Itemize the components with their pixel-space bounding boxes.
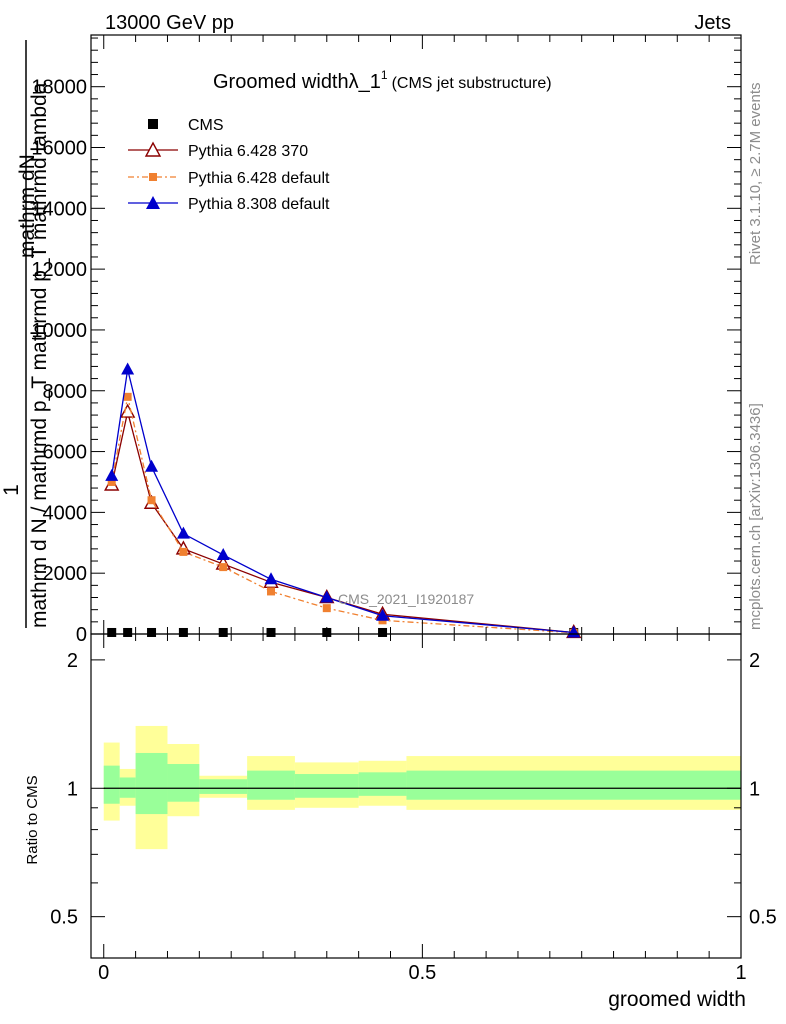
data-point-pythia-8-308-default <box>216 547 230 560</box>
main-y-tick-label: 4000 <box>43 502 88 524</box>
data-point-pythia-8-308-default <box>176 526 190 539</box>
ratio-y-tick-label-right: 2 <box>749 650 760 672</box>
data-point-cms <box>147 627 157 637</box>
data-point-pythia-6-428-default <box>267 587 276 596</box>
main-y-tick-label: 18000 <box>31 77 87 99</box>
mcplots-reference-text: mcplots.cern.ch [arXiv:1306.3436] <box>747 403 764 630</box>
ratio-band-green-bin <box>294 774 359 798</box>
data-point-pythia-6-428-default <box>179 547 188 556</box>
main-y-tick-label: 10000 <box>31 320 87 342</box>
ylabel-denominator: mathrm d N / mathrmd p_T mathrmd p_T mat… <box>28 82 51 628</box>
legend-marker-pythia8-default <box>146 196 160 209</box>
data-point-cms <box>123 627 133 637</box>
data-point-pythia-8-308-default <box>145 459 159 472</box>
ylabel-fraction-one: 1 <box>0 484 23 496</box>
main-y-tick-label: 0 <box>76 624 87 646</box>
main-y-ticks: 0 2000 4000 6000 8000 10000 12000 14000 16000 180… <box>31 37 741 646</box>
title-note: (CMS jet substructure) <box>392 75 552 92</box>
title-symbol: λ_1 <box>349 71 381 93</box>
main-y-tick-label: 14000 <box>31 198 87 220</box>
main-y-tick-label: 2000 <box>43 563 88 585</box>
ratio-y-tick-label-right: 0.5 <box>749 907 777 929</box>
ratio-y-tick-label-left: 2 <box>67 650 78 672</box>
ratio-x-tick-label: 0 <box>98 962 109 984</box>
data-point-pythia-6-428-default <box>322 604 331 613</box>
data-point-pythia-8-308-default <box>320 590 334 603</box>
rivet-version-text: Rivet 3.1.10, ≥ 2.7M events <box>747 83 764 266</box>
ylabel-numerator: mathrm dN <box>16 154 39 258</box>
ratio-band-green-bin <box>135 752 168 815</box>
legend-label-pythia6-default: Pythia 6.428 default <box>188 170 330 187</box>
ratio-frame <box>90 633 742 959</box>
ratio-band-green-bin <box>247 770 295 800</box>
data-point-cms <box>178 627 188 637</box>
ratio-band-green-bin <box>103 765 120 804</box>
plot-title: Groomed widthλ_11 (CMS jet substructure) <box>213 68 552 93</box>
ratio-x-tick-label: 1 <box>735 962 746 984</box>
analysis-watermark: CMS_2021_I1920187 <box>338 591 474 607</box>
data-point-pythia-6-428-default <box>107 477 116 486</box>
ratio-y-tick-label-left: 1 <box>67 778 78 800</box>
main-y-tick-label: 6000 <box>43 442 88 464</box>
legend-label-cms: CMS <box>188 117 224 134</box>
xlabel: groomed width <box>608 988 746 1011</box>
ratio-y-tick-label-left: 0.5 <box>50 907 78 929</box>
data-point-pythia-6-428-370 <box>119 403 136 418</box>
legend: CMS Pythia 6.428 370 Pythia 6.428 defaul… <box>128 117 330 213</box>
main-y-tick-label: 8000 <box>43 381 88 403</box>
data-point-cms <box>266 627 276 637</box>
title-superscript: 1 <box>381 68 388 82</box>
data-point-cms <box>218 627 228 637</box>
ratio-x-tick-label: 0.5 <box>408 962 436 984</box>
data-point-pythia-8-308-default <box>264 572 278 585</box>
ratio-ylabel: Ratio to CMS <box>24 775 41 864</box>
main-x-ticks <box>103 35 742 634</box>
ratio-band-green-bin <box>358 772 407 796</box>
data-point-pythia-6-428-default <box>147 496 156 505</box>
main-y-tick-label: 16000 <box>31 138 87 160</box>
legend-label-pythia8-default: Pythia 8.308 default <box>188 196 330 213</box>
ratio-band-green-bin <box>167 764 200 802</box>
data-point-pythia-6-428-default <box>123 392 132 401</box>
legend-label-pythia6-370: Pythia 6.428 370 <box>188 143 308 160</box>
ratio-band-green-bin <box>199 779 248 794</box>
data-point-pythia-6-428-default <box>219 563 228 572</box>
ratio-plot-marks <box>103 725 741 850</box>
title-main: Groomed width <box>213 71 349 93</box>
data-point-pythia-8-308-default <box>121 362 135 375</box>
main-y-tick-label: 12000 <box>31 259 87 281</box>
legend-marker-pythia6-default <box>149 173 157 181</box>
data-point-cms <box>107 627 117 637</box>
data-point-cms <box>378 627 388 637</box>
data-point-pythia-8-308-default <box>376 608 390 621</box>
ratio-y-ticks: 0.5 0.5 1 1 2 2 <box>50 650 777 929</box>
ratio-x-ticks: 0 0.5 1 <box>98 634 747 984</box>
header-right: Jets <box>694 12 731 34</box>
data-point-pythia-8-308-default <box>105 468 119 481</box>
header-left: 13000 GeV pp <box>105 12 234 34</box>
legend-marker-cms <box>148 119 158 129</box>
ratio-band-green-bin <box>406 770 741 800</box>
ratio-y-tick-label-right: 1 <box>749 778 760 800</box>
ratio-panel: 0.5 0.51 12 2 0 0.5 1 <box>50 633 777 984</box>
main-panel: 0 2000 4000 6000 8000 10000 12000 14000 16000 180… <box>31 34 742 646</box>
legend-marker-pythia6-370 <box>144 141 162 157</box>
